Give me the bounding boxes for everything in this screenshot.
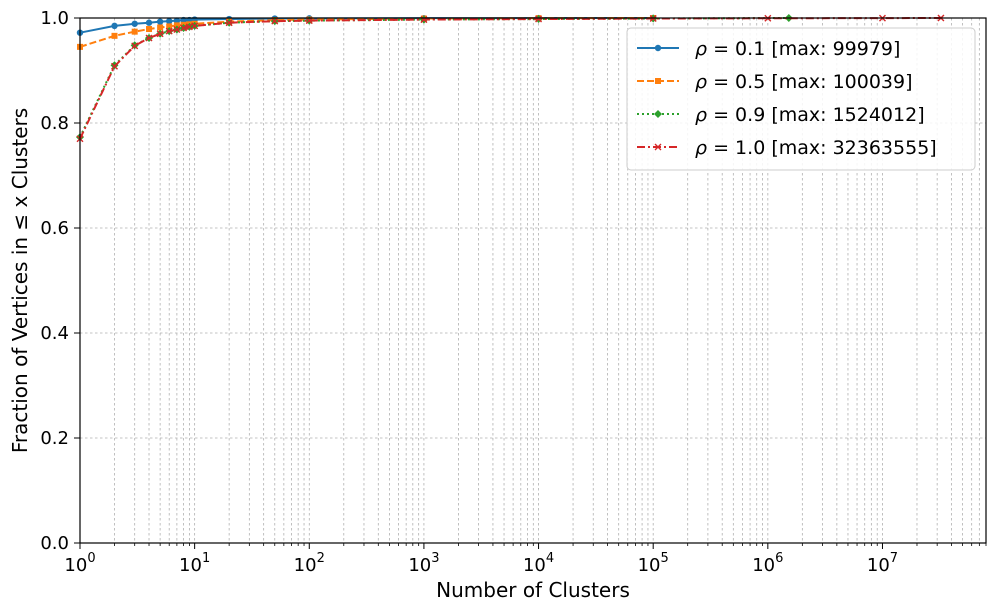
legend-swatch-marker: [655, 78, 661, 84]
series-point: [165, 27, 173, 35]
legend-item-1: ρ = 0.1 [max: 99979]: [637, 38, 900, 60]
x-tick-label: 104: [523, 551, 554, 576]
x-tick-label: 107: [867, 551, 898, 576]
series-point: [271, 17, 279, 25]
legend-label: ρ = 0.9 [max: 1524012]: [695, 104, 925, 126]
legend-label: ρ = 1.0 [max: 32363555]: [695, 137, 937, 159]
series-line: [79, 17, 654, 48]
x-tick-label: 102: [294, 551, 325, 576]
legend-box: [626, 27, 976, 171]
series-point: [111, 62, 119, 70]
y-tick-label: 0.4: [40, 323, 69, 344]
series-point: [156, 30, 164, 38]
series-point: [173, 22, 180, 29]
y-tick-label: 0.0: [40, 533, 69, 554]
series-point: [157, 24, 164, 31]
series-point: [166, 17, 173, 25]
x-tick-label: 103: [408, 551, 439, 576]
series-point: [191, 22, 199, 30]
legend-item-4: ρ = 1.0 [max: 32363555]: [637, 137, 937, 159]
series-point: [131, 28, 138, 35]
legend-label: ρ = 0.5 [max: 100039]: [695, 71, 913, 93]
series-point: [131, 20, 138, 27]
legend-swatch-marker: [654, 44, 662, 52]
series-point: [225, 19, 233, 27]
y-tick-label: 0.2: [40, 428, 69, 449]
y-tick-label: 0.8: [40, 113, 69, 134]
series-point: [131, 42, 139, 50]
legend-item-2: ρ = 0.5 [max: 100039]: [637, 71, 913, 93]
legend-label: ρ = 0.1 [max: 99979]: [695, 38, 900, 60]
series-point: [156, 18, 164, 25]
legend-swatch-marker: [654, 143, 662, 151]
axis-ticks: 100 101 102 103 104 105 106 107 0.0 0.2 0.4 0.6 0.8 1…: [40, 8, 987, 576]
series-point: [173, 17, 181, 24]
series-point: [180, 24, 188, 32]
x-axis-label: Number of Clusters: [436, 578, 630, 602]
series-point: [145, 19, 153, 26]
x-tick-label: 101: [179, 551, 210, 576]
x-tick-label: 106: [752, 551, 783, 576]
series-point: [111, 22, 118, 30]
series-point: [173, 26, 181, 34]
series-point: [305, 17, 313, 25]
y-tick-label: 1.0: [40, 8, 69, 29]
y-axis-label: Fraction of Vertices in ≤ x Clusters: [8, 108, 32, 453]
x-tick-label: 105: [638, 551, 669, 576]
series-point: [535, 15, 543, 23]
series-point: [166, 23, 173, 30]
series-point: [145, 34, 153, 42]
legend-item-3: ρ = 0.9 [max: 1524012]: [637, 104, 925, 126]
x-tick-label: 100: [64, 551, 95, 576]
legend-swatch-marker: [654, 110, 662, 118]
legend: ρ = 0.1 [max: 99979] ρ = 0.5 [max: 100039…: [626, 27, 976, 171]
series-point: [185, 23, 193, 31]
y-tick-label: 0.6: [40, 218, 69, 239]
series-point: [111, 32, 118, 39]
series-point: [146, 26, 153, 33]
